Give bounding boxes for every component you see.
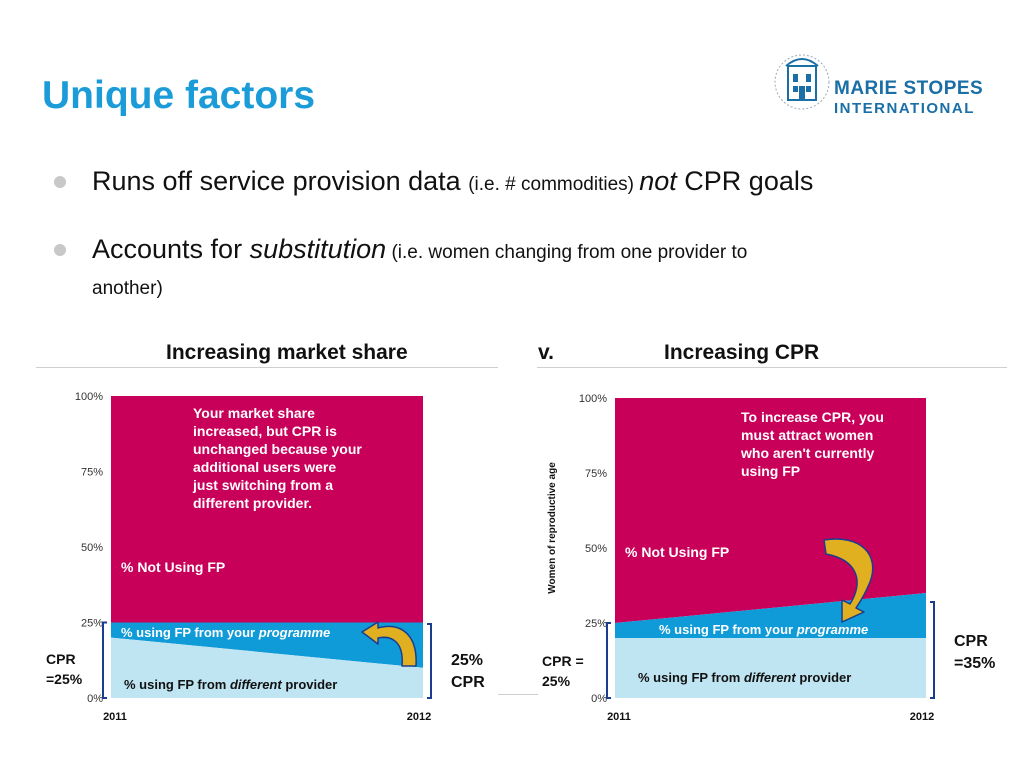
- bullet-1-emphasis: not: [639, 166, 677, 196]
- left-bracket-icon: [606, 622, 611, 699]
- cpr-chart: 100% 75% 50% 25% 0%2011 2012 Women of reproduc…: [542, 393, 995, 723]
- bullet-1-note: (i.e. # commodities): [468, 174, 640, 195]
- area-not-using-fp: [111, 396, 423, 623]
- right-chart-heading: Increasing CPR: [664, 341, 820, 364]
- bullet-dot-icon: [54, 176, 66, 188]
- y-tick-label: 75%: [81, 467, 103, 479]
- cpr-right-label: CPR: [954, 633, 988, 650]
- cpr-left-label: =25%: [46, 671, 83, 687]
- y-tick-label: 75%: [585, 468, 607, 480]
- bullet-dot-icon: [54, 244, 66, 256]
- marie-stopes-logo: MARIE STOPES INTERNATIONAL: [772, 42, 992, 138]
- label-programme: % using FP from your programme: [121, 625, 330, 640]
- right-bracket-icon: [427, 623, 432, 699]
- cpr-left-label: CPR =: [542, 653, 584, 669]
- y-axis-label: Women of reproductive age: [547, 462, 558, 594]
- label-not-using-fp: % Not Using FP: [121, 559, 225, 575]
- y-tick-label: 25%: [81, 618, 103, 630]
- area-different-provider: [111, 637, 423, 698]
- cpr-right-label: CPR: [451, 674, 485, 691]
- label-not-using-fp: % Not Using FP: [625, 544, 729, 560]
- left-chart-heading: Increasing market share: [166, 341, 408, 364]
- cpr-right-label: 25%: [451, 652, 483, 669]
- versus-label: v.: [538, 341, 554, 364]
- area-not-using-fp: [615, 398, 926, 623]
- left-heading-rule: [36, 367, 498, 368]
- x-tick-label: 2012: [407, 711, 431, 723]
- cpr-right-label: =35%: [954, 655, 995, 672]
- cpr-left-label: CPR: [46, 651, 76, 667]
- chart-annotation: Your market share increased, but CPR is un…: [192, 405, 362, 511]
- bullet-1-text: Runs off service provision data: [92, 166, 469, 196]
- building-emblem-icon: [774, 54, 830, 110]
- curved-arrow-icon: [823, 538, 874, 623]
- bullet-2-note: (i.e. women changing from one provider t…: [386, 242, 748, 263]
- divider-rule: [498, 694, 538, 695]
- label-programme: % using FP from your programme: [659, 622, 868, 637]
- logo-line1: MARIE STOPES: [834, 78, 984, 99]
- logo-line2: INTERNATIONAL: [834, 100, 975, 117]
- curved-arrow-icon: [361, 621, 417, 667]
- cpr-left-label: 25%: [542, 673, 571, 689]
- y-tick-label: 25%: [585, 618, 607, 630]
- area-different-provider: [615, 638, 926, 698]
- label-different-provider: % using FP from different provider: [124, 677, 337, 692]
- y-tick-label: 50%: [81, 542, 103, 554]
- bullet-2-continuation: another): [92, 278, 163, 299]
- slide-title: Unique factors: [42, 74, 316, 117]
- area-programme: [111, 622, 423, 668]
- y-tick-label: 100%: [75, 391, 103, 403]
- y-tick-label: 0%: [87, 693, 103, 705]
- left-bracket-icon: [102, 621, 107, 699]
- y-tick-label: 100%: [579, 393, 607, 405]
- x-tick-label: 2011: [103, 711, 127, 723]
- bullet-2-text: Accounts for: [92, 234, 250, 264]
- market-share-chart: 100% 75% 50% 25% 0%2011 2012 Your market share…: [46, 391, 485, 723]
- right-bracket-icon: [930, 601, 935, 699]
- bullet-2-emphasis: substitution: [249, 234, 387, 264]
- x-tick-label: 2011: [607, 711, 631, 723]
- x-tick-label: 2012: [910, 711, 934, 723]
- right-heading-rule: [537, 367, 1007, 368]
- bullet-1-tail: CPR goals: [676, 166, 814, 196]
- y-tick-label: 50%: [585, 543, 607, 555]
- y-tick-label: 0%: [591, 693, 607, 705]
- label-different-provider: % using FP from different provider: [638, 670, 851, 685]
- chart-annotation: To increase CPR, you must attract women wh…: [740, 409, 884, 479]
